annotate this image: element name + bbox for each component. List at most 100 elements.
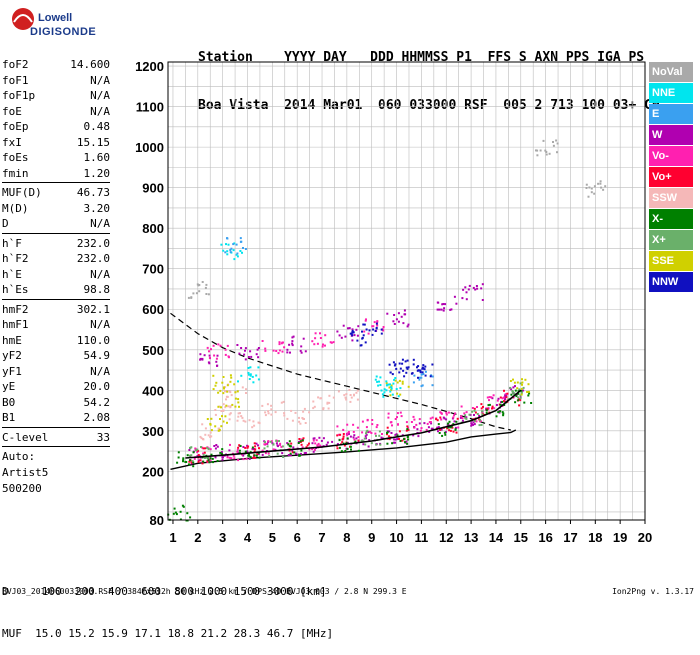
echo-point bbox=[286, 417, 289, 420]
echo-point bbox=[420, 385, 423, 388]
echo-point bbox=[212, 344, 215, 347]
echo-point bbox=[352, 430, 355, 433]
echo-point bbox=[395, 388, 398, 390]
echo-point bbox=[545, 153, 548, 156]
echo-point bbox=[473, 423, 476, 426]
echo-point bbox=[244, 347, 247, 350]
echo-point bbox=[372, 328, 375, 331]
echo-point bbox=[202, 438, 205, 441]
echo-point bbox=[342, 437, 345, 440]
echo-point bbox=[521, 378, 523, 381]
echo-point bbox=[530, 402, 533, 404]
echo-point bbox=[235, 253, 238, 256]
echo-point bbox=[304, 452, 307, 454]
echo-point bbox=[497, 397, 500, 400]
echo-point bbox=[351, 328, 354, 331]
y-tick-label: 1000 bbox=[135, 140, 164, 155]
echo-point bbox=[222, 420, 225, 423]
x-tick-label: 2 bbox=[194, 530, 201, 545]
echo-point bbox=[226, 421, 228, 424]
echo-point bbox=[429, 375, 432, 378]
echo-point bbox=[264, 347, 267, 350]
echo-point bbox=[380, 328, 383, 331]
echo-point bbox=[336, 443, 339, 446]
echo-point bbox=[213, 445, 216, 447]
echo-point bbox=[190, 461, 193, 464]
echo-point bbox=[253, 454, 256, 457]
echo-point bbox=[257, 421, 260, 424]
echo-point bbox=[440, 308, 443, 311]
echo-point bbox=[317, 442, 320, 445]
echo-point bbox=[251, 426, 254, 429]
echo-point bbox=[276, 452, 279, 455]
param-row: hmE 110.0 bbox=[2, 333, 110, 349]
echo-point bbox=[252, 381, 255, 384]
auto-label: Auto: bbox=[2, 450, 36, 463]
echo-point bbox=[288, 444, 291, 447]
echo-point bbox=[241, 416, 244, 419]
echo-point bbox=[363, 323, 366, 326]
x-tick-label: 10 bbox=[389, 530, 403, 545]
echo-point bbox=[506, 392, 509, 395]
echo-point bbox=[301, 439, 304, 442]
echo-point bbox=[398, 362, 401, 365]
echo-point bbox=[185, 461, 188, 463]
echo-point bbox=[215, 357, 218, 360]
echo-point bbox=[505, 393, 508, 395]
echo-point bbox=[376, 380, 379, 383]
echo-point bbox=[511, 391, 514, 394]
echo-point bbox=[397, 423, 399, 426]
echo-point bbox=[449, 429, 452, 432]
x-tick-label: 20 bbox=[638, 530, 652, 545]
echo-point bbox=[229, 443, 231, 446]
echo-point bbox=[344, 335, 347, 338]
echo-point bbox=[418, 376, 421, 379]
echo-point bbox=[241, 251, 243, 254]
echo-point bbox=[267, 452, 270, 455]
echo-point bbox=[303, 407, 306, 410]
echo-point bbox=[499, 410, 502, 413]
version-label: Ion2Png v. 1.3.17 bbox=[612, 587, 694, 596]
echo-point bbox=[407, 426, 409, 429]
echo-point bbox=[446, 423, 449, 426]
echo-point bbox=[495, 415, 498, 418]
echo-point bbox=[350, 332, 353, 335]
echo-point bbox=[337, 433, 340, 436]
echo-point bbox=[536, 154, 539, 157]
echo-point bbox=[216, 364, 219, 367]
echo-point bbox=[188, 463, 190, 466]
echo-point bbox=[324, 334, 327, 337]
y-tick-label: 1200 bbox=[135, 59, 164, 74]
echo-point bbox=[199, 459, 202, 462]
echo-point bbox=[503, 404, 506, 406]
echo-point bbox=[472, 423, 474, 426]
echo-point bbox=[343, 444, 346, 447]
echo-point bbox=[240, 374, 243, 377]
echo-point bbox=[198, 290, 201, 293]
echo-point bbox=[397, 312, 400, 315]
echo-point bbox=[346, 423, 349, 426]
echo-point bbox=[229, 251, 232, 254]
echo-point bbox=[339, 433, 342, 436]
echo-point bbox=[374, 432, 377, 435]
echo-point bbox=[351, 339, 354, 342]
echo-point bbox=[520, 393, 523, 396]
echo-point bbox=[192, 465, 195, 468]
echo-point bbox=[297, 453, 300, 456]
param-row: h`Es 98.8 bbox=[2, 282, 110, 298]
echo-point bbox=[527, 383, 530, 386]
distance-row: D 100 200 400 600 800 1000 1500 3000 [km… bbox=[2, 585, 327, 598]
echo-point bbox=[321, 345, 324, 348]
echo-point bbox=[305, 446, 308, 449]
echo-point bbox=[527, 394, 530, 397]
echo-point bbox=[403, 437, 406, 440]
echo-point bbox=[379, 443, 382, 446]
echo-point bbox=[356, 334, 359, 337]
echo-point bbox=[359, 344, 362, 347]
echo-point bbox=[240, 240, 243, 243]
echo-point bbox=[214, 456, 217, 459]
echo-point bbox=[475, 420, 478, 423]
echo-point bbox=[382, 326, 385, 328]
echo-point bbox=[401, 380, 404, 383]
echo-point bbox=[313, 405, 316, 408]
